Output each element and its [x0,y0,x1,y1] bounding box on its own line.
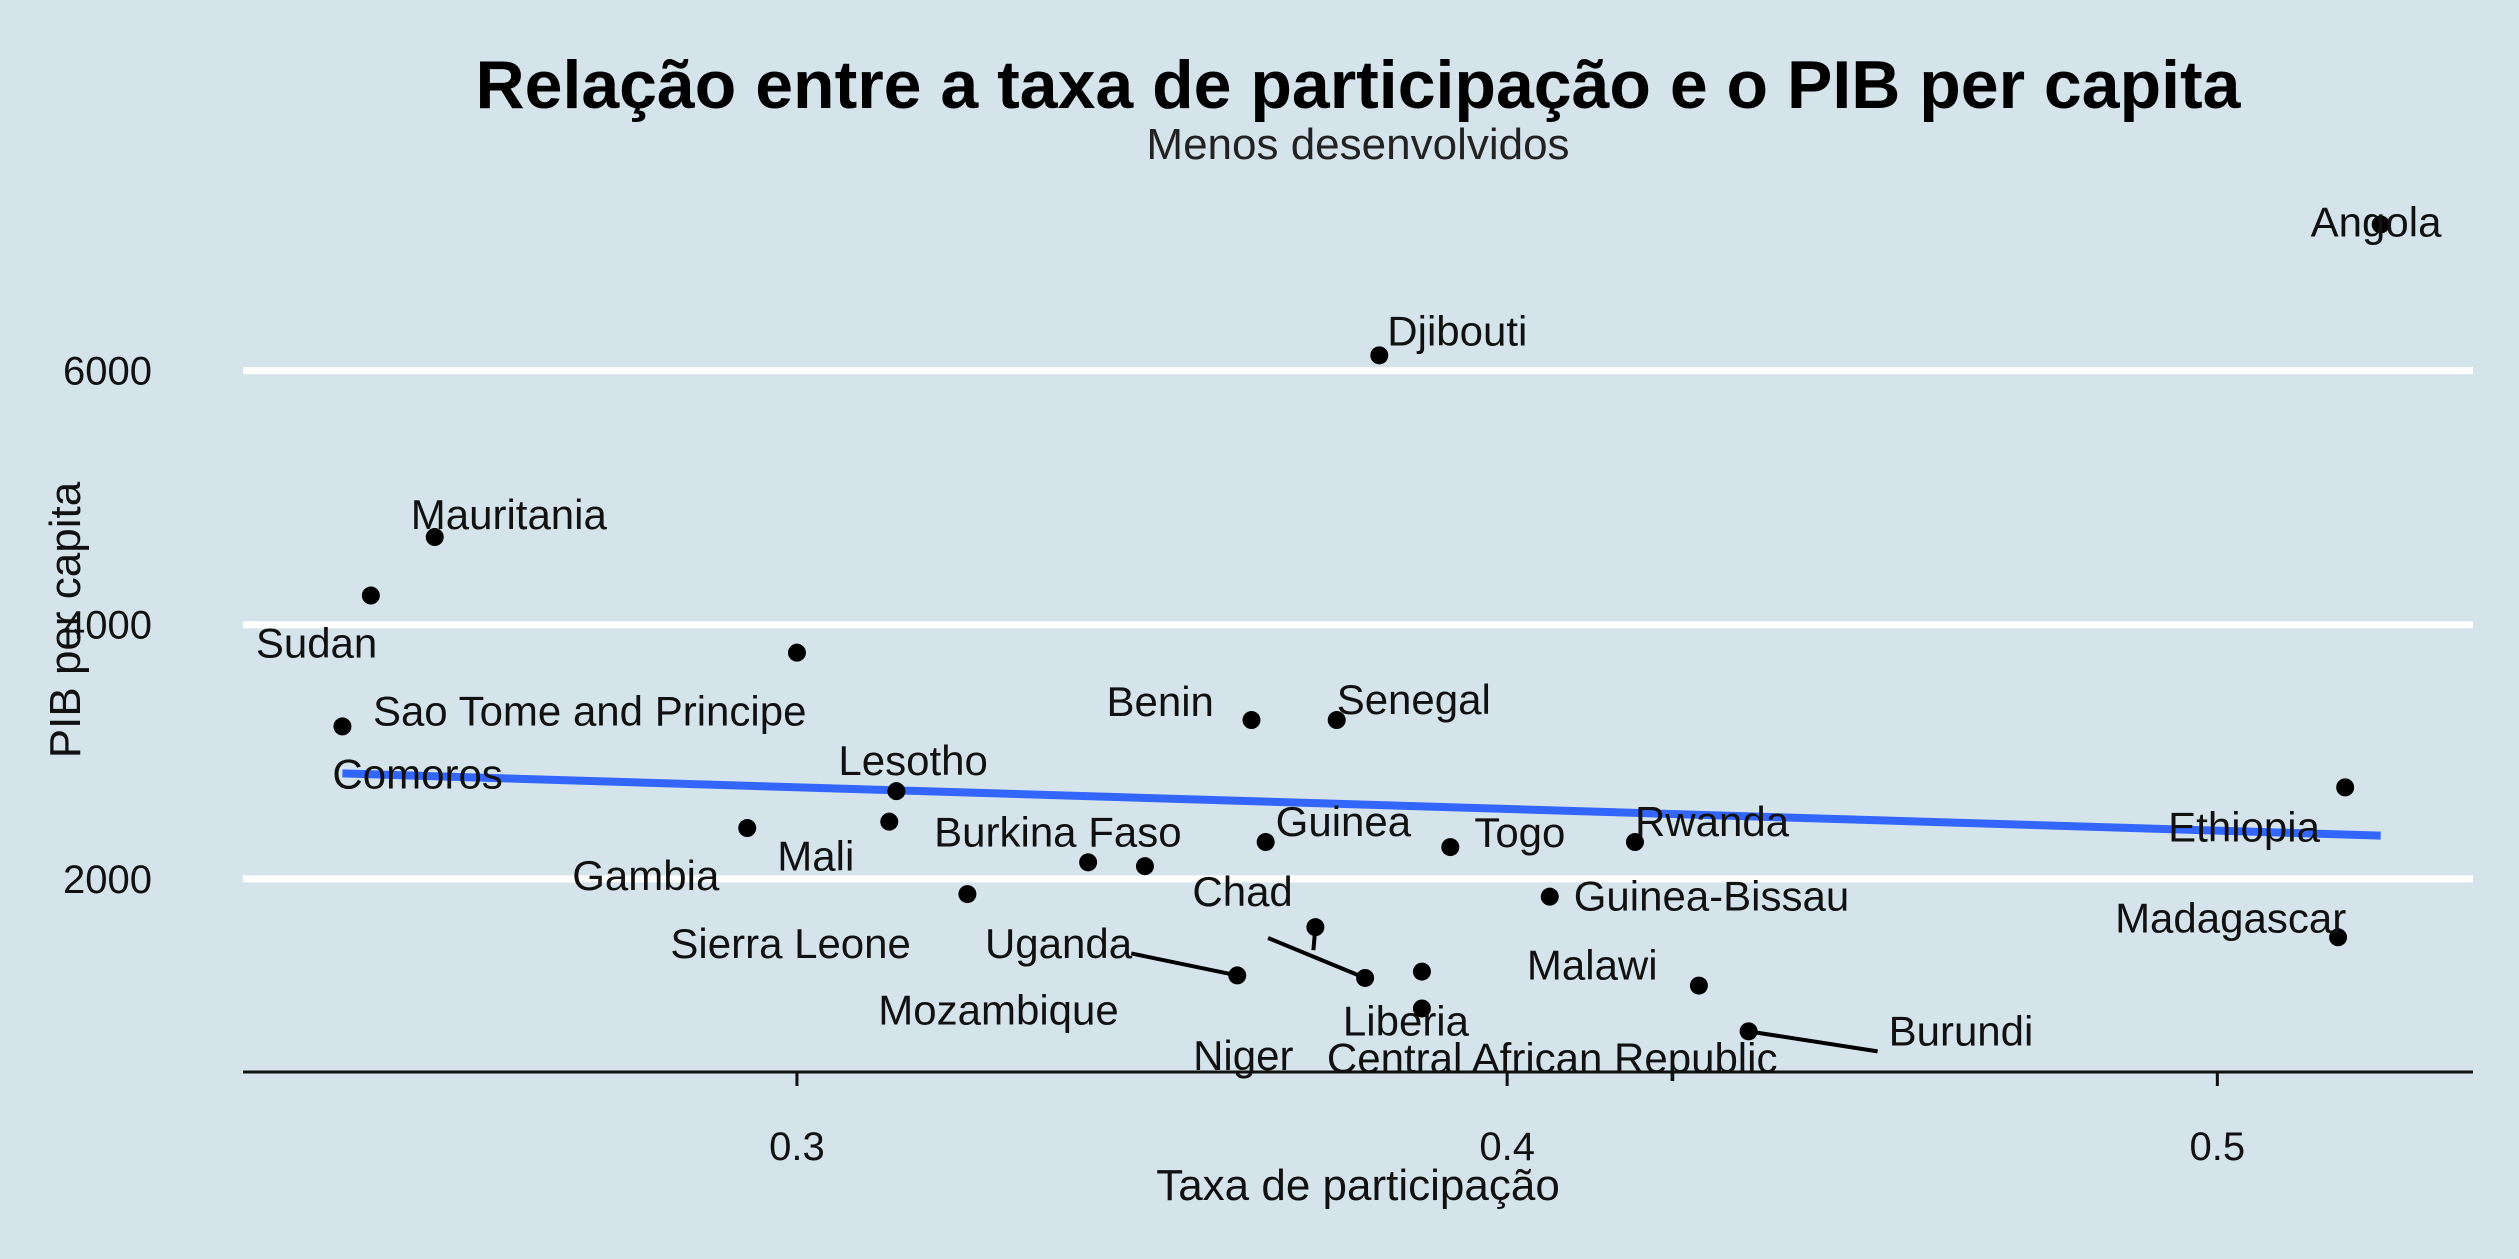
data-point [2336,778,2355,797]
y-tick-label: 4000 [63,604,152,648]
point-label: Burkina Faso [934,808,1181,855]
point-label: Djibouti [1387,307,1527,354]
x-tick-label: 0.4 [1479,1125,1535,1169]
x-axis-title: Taxa de participação [1156,1161,1560,1210]
data-point [2371,215,2390,234]
data-point [1356,968,1375,987]
data-point [887,782,906,801]
point-label: Gambia [572,852,720,899]
data-point [1739,1022,1758,1041]
point-label: Niger [1193,1032,1293,1079]
x-tick-label: 0.5 [2190,1125,2246,1169]
point-label: Liberia [1343,998,1470,1045]
y-tick-label: 6000 [63,350,152,394]
leader-line [1130,951,1238,978]
chart-title: Relação entre a taxa de participação e o… [476,47,2242,123]
data-point [1242,711,1261,730]
point-label: Senegal [1337,676,1491,723]
chart-subtitle: Menos desenvolvidos [1146,120,1569,169]
point-label: Lesotho [838,737,987,784]
data-point [738,819,757,838]
data-point [1370,346,1389,365]
data-point [1540,887,1559,906]
point-labels: Angola Djibouti Mauritania Sudan Sao Tome an… [256,198,2442,1081]
data-point [1327,711,1346,730]
trend-line [342,769,2381,840]
point-label: Sudan [256,620,377,667]
data-point [361,586,380,605]
gridlines [243,367,2473,883]
data-point [1228,966,1247,985]
point-label: Central African Republic [1327,1034,1778,1081]
point-label: Mauritania [411,491,608,538]
data-point [1256,833,1275,852]
data-point [333,717,352,736]
leader-line [1267,936,1366,980]
data-point [787,643,806,662]
data-point [958,885,977,904]
point-label: Rwanda [1635,798,1790,845]
point-label: Madagascar [2115,894,2346,941]
data-point [1412,999,1431,1018]
data-point [1441,838,1460,857]
leader-line [1748,1029,1878,1054]
data-points [333,215,2390,1041]
y-axis-title: PIB per capita [41,481,90,758]
data-point [1412,962,1431,981]
point-label: Sao Tome and Principe [373,688,807,735]
data-point [1135,857,1154,876]
point-label: Sierra Leone [670,920,911,967]
point-label: Guinea-Bissau [1574,873,1849,920]
data-point [1625,833,1644,852]
point-label: Mozambique [878,986,1118,1033]
y-tick-label: 2000 [63,858,152,902]
x-tick-label: 0.3 [769,1125,825,1169]
point-label: Mali [777,833,854,880]
point-label: Guinea [1276,798,1412,845]
point-label: Benin [1106,678,1213,725]
y-axis: 2000 4000 6000 [63,350,152,902]
point-label: Ethiopia [2168,803,2320,850]
point-label: Comoros [332,750,502,797]
point-label: Togo [1474,809,1565,856]
point-label: Uganda [985,920,1133,967]
label-leader-lines [1130,926,1878,1054]
point-label: Malawi [1527,942,1658,989]
data-point [1689,976,1708,995]
point-label: Angola [2311,198,2442,245]
point-label: Burundi [1889,1007,2034,1054]
data-point [425,528,444,547]
x-axis: 0.3 0.4 0.5 [769,1072,2245,1169]
data-point [1306,918,1325,937]
data-point [880,812,899,831]
data-point [1079,853,1098,872]
data-point [2329,928,2348,947]
point-label: Chad [1192,868,1292,915]
